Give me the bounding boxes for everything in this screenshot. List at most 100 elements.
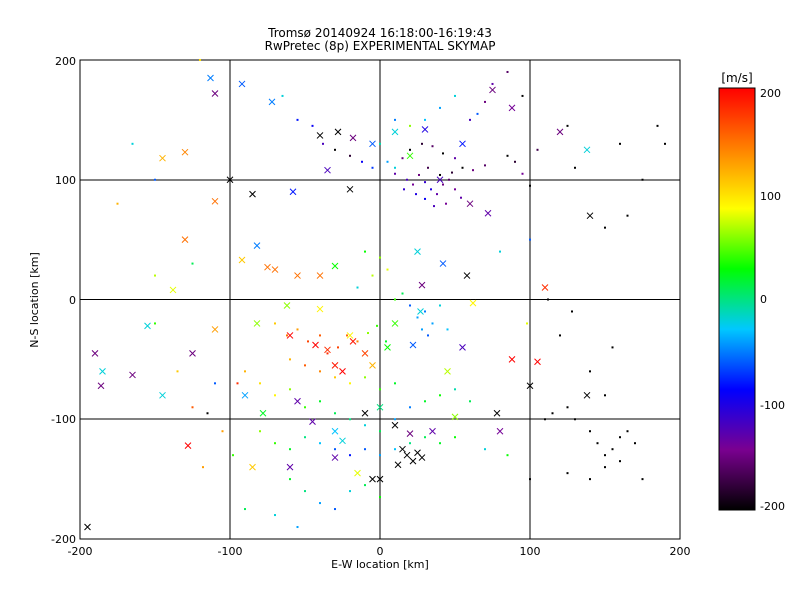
data-point-dot: [409, 442, 411, 445]
data-point-dot: [364, 448, 366, 451]
data-point-x: [466, 200, 474, 208]
data-point-dot: [409, 148, 411, 151]
data-point-x: [211, 326, 219, 333]
data-point-dot: [322, 142, 324, 145]
data-point-dot: [379, 256, 381, 259]
data-point-dot: [656, 124, 659, 127]
data-point-dot: [476, 112, 479, 115]
data-point-dot: [289, 388, 291, 391]
data-point-x: [189, 350, 196, 357]
data-point-dot: [469, 118, 471, 121]
data-point-dot: [596, 442, 599, 445]
data-point-dot: [364, 376, 366, 379]
data-point-dot: [349, 418, 351, 421]
data-point-dot: [232, 454, 234, 457]
data-point-dot: [364, 424, 366, 427]
data-point-dot: [379, 454, 381, 457]
data-point-x: [489, 86, 496, 94]
data-point-dot: [415, 193, 417, 196]
data-point-dot: [394, 172, 396, 175]
data-point-dot: [442, 183, 444, 186]
colorbar-tick-label: -100: [760, 399, 785, 412]
data-point-x: [346, 185, 354, 193]
data-point-dot: [424, 436, 426, 439]
data-point-dot: [199, 59, 201, 61]
data-point-x: [259, 409, 267, 417]
data-point-x: [211, 90, 219, 97]
data-point-dot: [634, 442, 636, 445]
data-point-dot: [484, 164, 486, 167]
y-tick-labels: 200 100 0 -100 -200: [51, 55, 76, 546]
data-point-dot: [274, 442, 276, 445]
data-point-x: [391, 421, 399, 429]
data-point-x: [331, 454, 339, 461]
data-points: [84, 59, 666, 531]
data-point-dot: [439, 304, 441, 307]
data-point-dot: [589, 478, 591, 481]
data-point-x: [409, 341, 417, 349]
data-point-x: [436, 176, 444, 184]
data-point-dot: [296, 526, 299, 529]
data-point-dot: [469, 400, 471, 403]
data-point-x: [417, 308, 424, 315]
data-point-dot: [244, 508, 246, 511]
data-point-dot: [386, 160, 389, 163]
data-point-x: [253, 320, 261, 327]
data-point-x: [97, 382, 105, 390]
colorbar-tick-label: 100: [760, 190, 781, 203]
data-point-dot: [356, 340, 359, 343]
data-point-dot: [403, 188, 405, 191]
data-point-dot: [337, 346, 339, 349]
data-point-x: [241, 391, 249, 399]
colorbar: [718, 87, 756, 511]
data-point-dot: [424, 310, 426, 313]
data-point-x: [324, 166, 331, 174]
data-point-dot: [433, 205, 435, 208]
colorbar-label: [m/s]: [721, 71, 752, 85]
data-point-dot: [356, 286, 359, 289]
data-point-dot: [427, 166, 429, 169]
data-point-x: [289, 188, 297, 196]
data-point-dot: [521, 172, 524, 175]
data-point-dot: [421, 142, 423, 145]
data-point-x: [418, 454, 426, 461]
data-point-x: [429, 427, 436, 435]
data-point-dot: [427, 334, 429, 337]
data-point-x: [331, 262, 339, 270]
data-point-dot: [421, 328, 423, 331]
y-tick-label: 100: [55, 174, 76, 187]
data-point-x: [406, 152, 414, 160]
data-point-dot: [454, 94, 456, 97]
data-point-dot: [664, 142, 666, 145]
data-point-x: [249, 463, 256, 471]
data-point-dot: [589, 370, 591, 373]
data-point-dot: [206, 412, 209, 415]
data-point-x: [394, 461, 402, 469]
data-point-x: [496, 427, 504, 435]
data-point-x: [534, 358, 541, 366]
data-point-dot: [424, 197, 426, 200]
data-point-dot: [154, 322, 156, 325]
data-point-dot: [349, 490, 351, 493]
data-point-dot: [379, 142, 381, 145]
data-point-x: [294, 272, 301, 279]
data-point-dot: [424, 118, 426, 121]
y-tick-label: 200: [55, 55, 76, 68]
data-point-x: [316, 272, 324, 279]
data-point-x: [484, 209, 492, 217]
data-point-dot: [460, 196, 462, 199]
data-point-x: [271, 266, 279, 273]
colorbar-tick-label: -200: [760, 500, 785, 513]
data-point-dot: [559, 334, 561, 337]
data-point-x: [369, 475, 376, 483]
data-point-dot: [394, 118, 396, 121]
data-point-x: [226, 176, 234, 184]
data-point-dot: [529, 478, 531, 481]
y-tick-label: 0: [69, 294, 76, 307]
data-point-dot: [604, 394, 606, 397]
data-point-dot: [319, 334, 321, 337]
data-point-dot: [307, 340, 309, 343]
data-point-x: [331, 362, 339, 369]
data-point-x: [403, 451, 411, 459]
x-axis-label: E-W location [km]: [331, 558, 429, 571]
